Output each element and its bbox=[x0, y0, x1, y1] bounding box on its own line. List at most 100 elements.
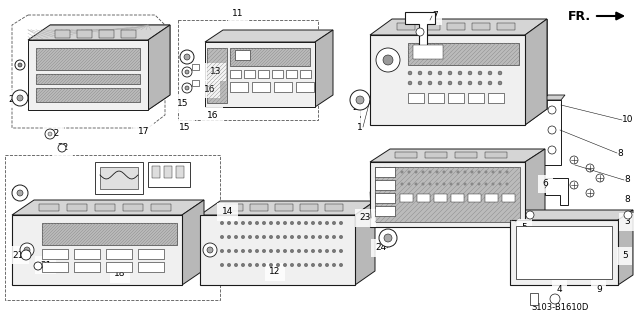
Circle shape bbox=[220, 263, 224, 267]
Circle shape bbox=[428, 81, 432, 85]
Polygon shape bbox=[12, 200, 204, 215]
Circle shape bbox=[255, 263, 259, 267]
Bar bbox=[95, 162, 143, 194]
Text: 15: 15 bbox=[179, 123, 190, 132]
Text: 7: 7 bbox=[432, 11, 438, 20]
Bar bbox=[375, 167, 520, 222]
Circle shape bbox=[311, 235, 315, 239]
Circle shape bbox=[478, 71, 482, 75]
Circle shape bbox=[248, 235, 252, 239]
Circle shape bbox=[435, 182, 438, 186]
Circle shape bbox=[248, 263, 252, 267]
Circle shape bbox=[586, 164, 594, 172]
Bar bbox=[36, 88, 140, 102]
Circle shape bbox=[248, 249, 252, 253]
Bar bbox=[325, 204, 343, 211]
Bar bbox=[164, 166, 172, 178]
Text: 17: 17 bbox=[138, 128, 150, 137]
Circle shape bbox=[429, 170, 431, 174]
Bar bbox=[138, 249, 164, 259]
Circle shape bbox=[470, 170, 474, 174]
Circle shape bbox=[304, 235, 308, 239]
Bar bbox=[178, 20, 318, 120]
Circle shape bbox=[262, 249, 266, 253]
Bar bbox=[397, 23, 415, 30]
Circle shape bbox=[17, 190, 23, 196]
Circle shape bbox=[492, 182, 495, 186]
Circle shape bbox=[184, 54, 190, 60]
Bar bbox=[448, 93, 464, 103]
Circle shape bbox=[418, 81, 422, 85]
Bar bbox=[138, 262, 164, 272]
Circle shape bbox=[48, 132, 52, 136]
Circle shape bbox=[241, 249, 245, 253]
Bar bbox=[123, 204, 143, 211]
Circle shape bbox=[548, 146, 556, 154]
Bar bbox=[252, 82, 270, 92]
Circle shape bbox=[325, 249, 329, 253]
Text: S103-B1610D: S103-B1610D bbox=[531, 303, 589, 313]
Polygon shape bbox=[315, 30, 333, 107]
Circle shape bbox=[255, 235, 259, 239]
Circle shape bbox=[283, 235, 287, 239]
Circle shape bbox=[458, 81, 462, 85]
Circle shape bbox=[227, 263, 231, 267]
Circle shape bbox=[438, 81, 442, 85]
Bar bbox=[428, 93, 444, 103]
Circle shape bbox=[304, 263, 308, 267]
Circle shape bbox=[269, 221, 273, 225]
Circle shape bbox=[234, 249, 238, 253]
Circle shape bbox=[311, 263, 315, 267]
Circle shape bbox=[297, 221, 301, 225]
Circle shape bbox=[332, 235, 336, 239]
Bar bbox=[192, 64, 199, 70]
Circle shape bbox=[548, 106, 556, 114]
Circle shape bbox=[276, 249, 280, 253]
Text: FR.: FR. bbox=[568, 10, 591, 23]
Circle shape bbox=[297, 235, 301, 239]
Bar bbox=[425, 152, 447, 158]
Text: 10: 10 bbox=[622, 115, 634, 124]
Circle shape bbox=[325, 221, 329, 225]
Bar bbox=[230, 82, 248, 92]
Circle shape bbox=[12, 185, 28, 201]
Circle shape bbox=[586, 189, 594, 197]
Circle shape bbox=[401, 182, 403, 186]
Circle shape bbox=[58, 144, 66, 152]
Circle shape bbox=[477, 182, 481, 186]
Circle shape bbox=[415, 182, 417, 186]
Bar bbox=[230, 48, 310, 66]
Circle shape bbox=[15, 60, 25, 70]
Bar bbox=[510, 220, 618, 285]
Circle shape bbox=[332, 249, 336, 253]
Polygon shape bbox=[148, 25, 170, 110]
Circle shape bbox=[339, 249, 343, 253]
Bar bbox=[28, 40, 148, 110]
Bar bbox=[434, 194, 447, 202]
Text: 8: 8 bbox=[617, 149, 623, 158]
Text: 23: 23 bbox=[360, 213, 371, 222]
Circle shape bbox=[269, 263, 273, 267]
Circle shape bbox=[456, 182, 460, 186]
Circle shape bbox=[456, 170, 460, 174]
Bar bbox=[455, 152, 477, 158]
Polygon shape bbox=[28, 25, 170, 40]
Circle shape bbox=[422, 182, 424, 186]
Circle shape bbox=[304, 249, 308, 253]
Bar bbox=[200, 215, 355, 285]
Circle shape bbox=[283, 263, 287, 267]
Bar bbox=[207, 48, 227, 103]
Polygon shape bbox=[530, 293, 538, 305]
Circle shape bbox=[203, 243, 217, 257]
Circle shape bbox=[484, 182, 488, 186]
Circle shape bbox=[185, 70, 189, 74]
Text: 15: 15 bbox=[177, 100, 188, 108]
Circle shape bbox=[18, 63, 22, 67]
Circle shape bbox=[401, 170, 403, 174]
Polygon shape bbox=[355, 201, 375, 285]
Polygon shape bbox=[525, 19, 547, 125]
Circle shape bbox=[276, 221, 280, 225]
Bar bbox=[375, 180, 395, 190]
Polygon shape bbox=[182, 200, 204, 285]
Circle shape bbox=[241, 221, 245, 225]
